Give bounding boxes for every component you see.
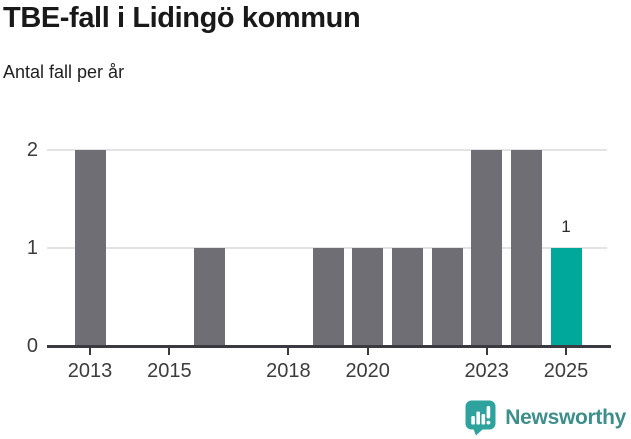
bar-2024 <box>510 150 542 346</box>
y-axis-label: 0 <box>26 335 38 357</box>
x-axis-label: 2018 <box>266 360 311 382</box>
bar-2013 <box>74 150 106 346</box>
bar-2023 <box>471 150 503 346</box>
x-axis-label: 2023 <box>464 360 509 382</box>
bar-2022 <box>431 248 463 346</box>
chart-subtitle: Antal fall per år <box>3 62 125 82</box>
y-axis-label: 1 <box>26 237 38 259</box>
newsworthy-logo-icon <box>465 400 496 436</box>
bar-2016 <box>193 248 225 346</box>
newsworthy-logo-text: Newsworthy <box>505 406 626 429</box>
brand-footer: Newsworthy <box>465 400 626 436</box>
x-axis-tick <box>287 347 290 355</box>
x-axis-label: 2020 <box>345 360 390 382</box>
x-axis-label: 2013 <box>67 360 113 382</box>
bar-2020 <box>352 248 384 346</box>
logo-bar-short <box>471 416 476 425</box>
x-axis-line <box>47 344 611 348</box>
gridline-y2 <box>47 149 607 151</box>
x-axis-tick <box>565 347 568 355</box>
logo-bubble-tail <box>473 428 485 436</box>
x-axis-tick <box>366 347 369 355</box>
bar-2021 <box>391 248 423 346</box>
bar-2025 <box>550 248 582 346</box>
bar-value-label: 1 <box>561 217 571 236</box>
x-axis-label: 2025 <box>543 360 589 382</box>
x-axis-tick <box>168 347 171 355</box>
logo-bar-medium <box>481 414 486 425</box>
x-axis-tick <box>89 347 91 355</box>
chart-title: TBE-fall i Lidingö kommun <box>3 2 361 34</box>
bar-2019 <box>312 248 344 346</box>
logo-exclamation-bar <box>486 406 491 419</box>
logo-bubble <box>465 400 496 430</box>
logo-exclamation-dot <box>486 420 491 425</box>
x-axis-tick <box>485 347 488 355</box>
x-axis-label: 2015 <box>147 360 192 382</box>
y-axis-label: 2 <box>26 139 38 161</box>
logo-bar-tall <box>476 411 481 425</box>
